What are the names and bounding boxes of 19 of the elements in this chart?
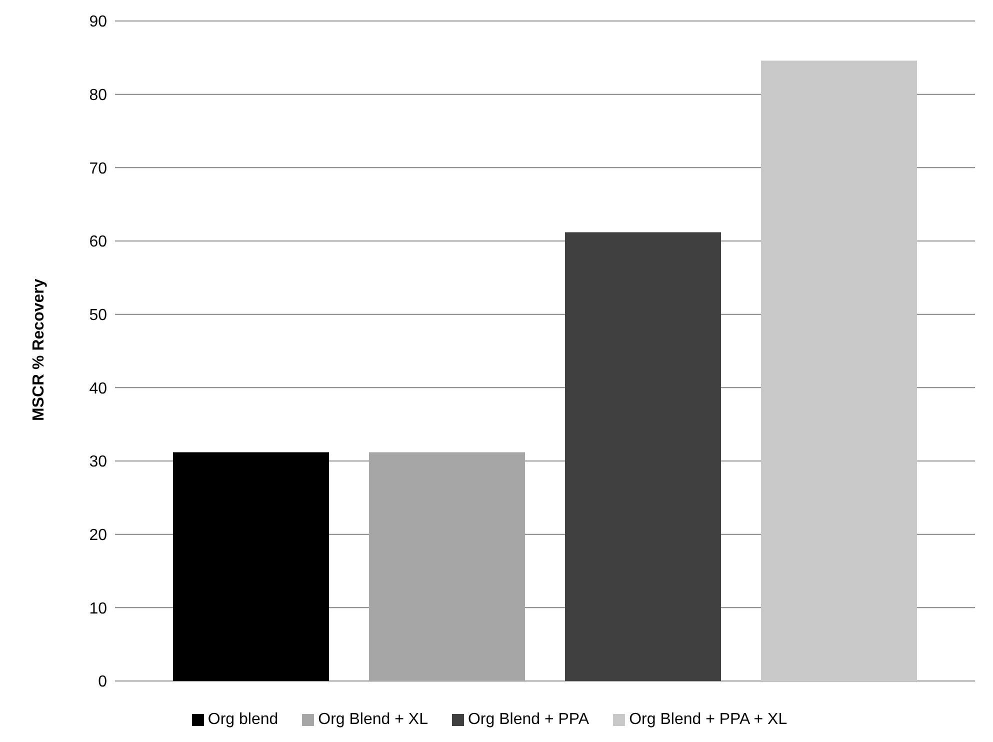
y-tick-label: 40 [89, 380, 108, 398]
y-tick-label: 0 [98, 674, 108, 691]
legend-label: Org Blend + XL [318, 711, 428, 728]
y-tick-label: 10 [89, 600, 108, 618]
bar [565, 232, 721, 681]
y-tick-label: 50 [89, 307, 108, 324]
bar [369, 452, 525, 681]
legend-label: Org Blend + PPA [468, 711, 590, 728]
y-tick-label: 60 [89, 234, 108, 251]
y-tick-label: 80 [89, 87, 108, 104]
y-tick-label: 30 [89, 454, 108, 471]
y-tick-label: 20 [89, 527, 108, 544]
bar [173, 452, 329, 681]
legend-label: Org Blend + PPA + XL [629, 711, 788, 728]
y-tick-label: 70 [89, 160, 108, 178]
y-tick-label: 90 [89, 14, 108, 31]
legend-label: Org blend [208, 711, 278, 728]
y-axis-title: MSCR % Recovery [30, 278, 48, 421]
bar [761, 60, 917, 681]
